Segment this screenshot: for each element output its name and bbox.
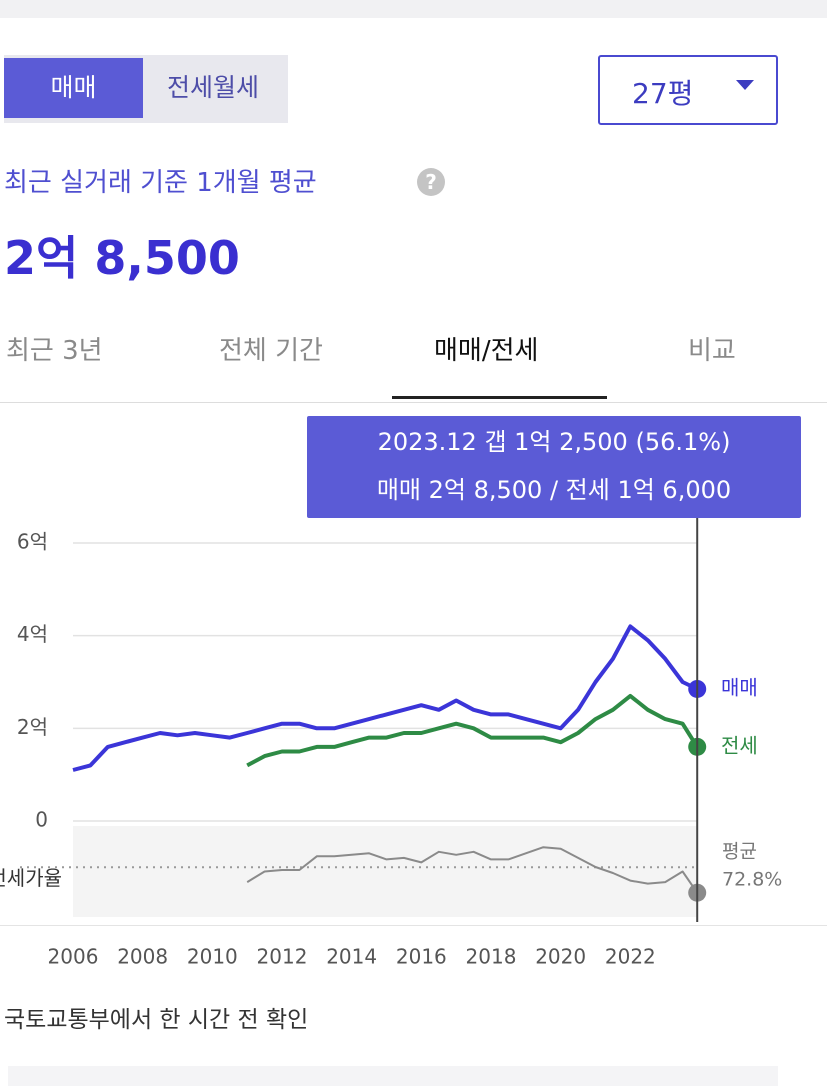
x-tick-label: 2016	[396, 945, 447, 969]
x-tick-label: 2008	[117, 945, 168, 969]
tab-underline	[392, 396, 607, 399]
x-tick-label: 2014	[326, 945, 377, 969]
end-dot	[688, 737, 707, 756]
y-tick-label: 2억	[17, 715, 48, 739]
view-tab[interactable]: 비교	[688, 336, 736, 366]
x-tick-label: 2022	[605, 945, 656, 969]
average-value: 72.8%	[722, 869, 782, 891]
view-tab[interactable]: 최근 3년	[6, 336, 103, 366]
divider	[0, 402, 827, 403]
view-tab[interactable]: 전체 기간	[219, 336, 323, 366]
view-tab[interactable]: 매매/전세	[434, 336, 539, 366]
bottom-strip	[8, 1066, 778, 1086]
y-tick-label: 4억	[17, 622, 48, 646]
summary-label: 최근 실거래 기준 1개월 평균	[4, 168, 317, 198]
y-tick-label: 0	[35, 808, 48, 832]
end-dot	[688, 883, 707, 902]
top-bar	[0, 0, 827, 18]
x-tick-label: 2006	[48, 945, 99, 969]
x-tick-label: 2018	[466, 945, 517, 969]
x-tick-label: 2012	[257, 945, 308, 969]
average-label: 평균	[722, 841, 757, 863]
tooltip-box	[307, 416, 801, 518]
help-icon[interactable]: ?	[417, 168, 445, 196]
tooltip-text: 2023.12 갭 1억 2,500 (56.1%)	[378, 428, 731, 456]
ratio-panel	[73, 826, 698, 917]
series-label: 전세	[721, 733, 758, 757]
y-tick-label: 6억	[17, 530, 48, 554]
divider	[0, 925, 827, 926]
x-tick-label: 2010	[187, 945, 238, 969]
mode-tab[interactable]: 전세월세	[166, 73, 259, 102]
series-line	[72, 624, 699, 772]
end-dot	[688, 679, 707, 698]
series-line	[246, 693, 699, 768]
tooltip-text: 매매 2억 8,500 / 전세 1억 6,000	[377, 476, 731, 504]
series-label: 매매	[721, 675, 758, 699]
source-note: 국토교통부에서 한 시간 전 확인	[4, 1007, 309, 1033]
dropdown-arrow	[736, 80, 754, 90]
summary-price: 2억 8,500	[4, 231, 240, 285]
size-select[interactable]	[598, 55, 778, 125]
series-line	[246, 846, 699, 894]
mode-tab[interactable]: 매매	[4, 58, 143, 118]
size-select-text: 27평	[632, 77, 694, 110]
y2-label: 전세가율	[0, 866, 62, 890]
x-tick-label: 2020	[535, 945, 586, 969]
